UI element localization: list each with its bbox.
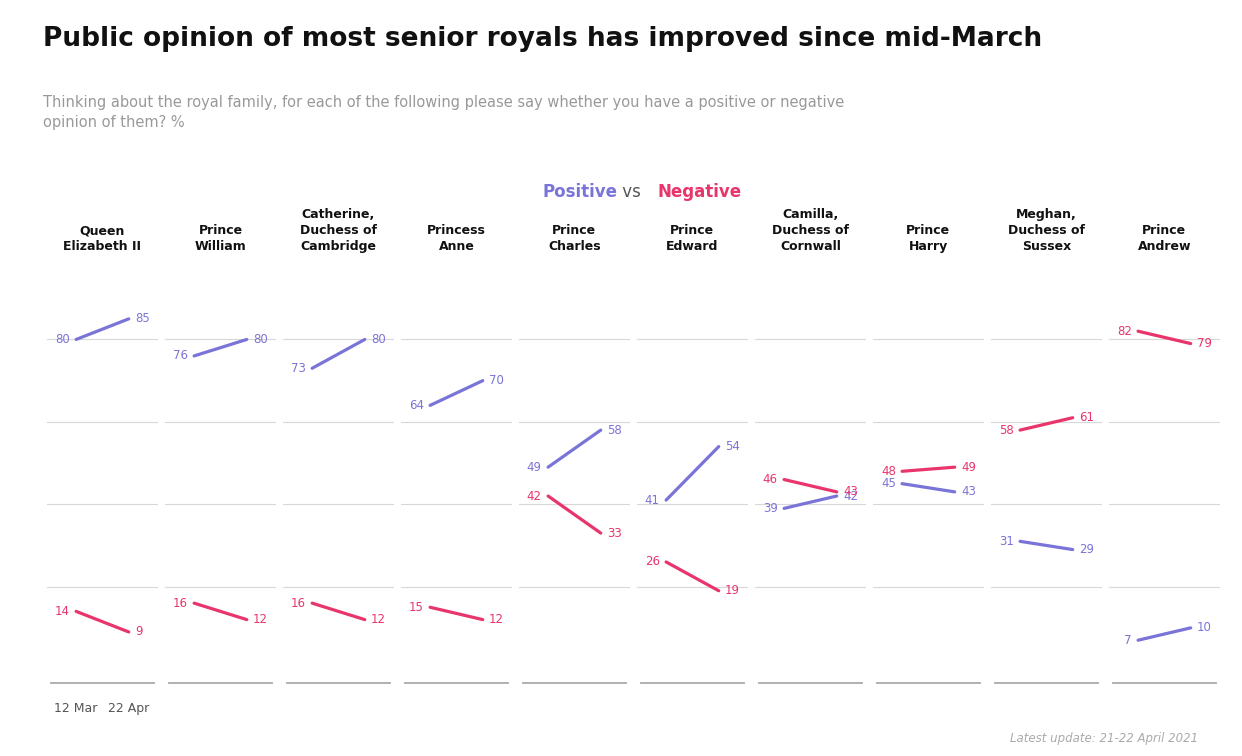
Text: Prince
Andrew: Prince Andrew (1138, 225, 1191, 253)
Text: Prince
William: Prince William (195, 225, 246, 253)
Text: 48: 48 (881, 465, 895, 478)
Text: Latest update: 21-22 April 2021: Latest update: 21-22 April 2021 (1011, 732, 1199, 745)
Text: 43: 43 (843, 485, 858, 498)
Text: 43: 43 (961, 485, 976, 498)
Text: 85: 85 (135, 312, 150, 325)
Text: 29: 29 (1079, 543, 1094, 556)
Text: 12: 12 (253, 613, 268, 626)
Text: 58: 58 (607, 423, 622, 436)
Text: 14: 14 (55, 605, 70, 618)
Text: 26: 26 (645, 556, 660, 569)
Text: Prince
Harry: Prince Harry (907, 225, 950, 253)
Text: 79: 79 (1197, 337, 1212, 350)
Text: 12 Mar: 12 Mar (55, 702, 98, 714)
Text: 9: 9 (135, 625, 143, 639)
Text: Princess
Anne: Princess Anne (427, 225, 486, 253)
Text: Catherine,
Duchess of
Cambridge: Catherine, Duchess of Cambridge (301, 208, 376, 253)
Text: 80: 80 (55, 333, 70, 346)
Text: 12: 12 (371, 613, 386, 626)
Text: Prince
Edward: Prince Edward (666, 225, 719, 253)
Text: 64: 64 (409, 399, 424, 412)
Text: Negative: Negative (657, 183, 741, 201)
Text: 19: 19 (725, 584, 740, 597)
Text: 15: 15 (409, 601, 424, 614)
Text: 41: 41 (645, 494, 660, 507)
Text: 61: 61 (1079, 411, 1094, 424)
Text: 33: 33 (607, 527, 622, 540)
Text: 42: 42 (843, 490, 858, 503)
Text: 7: 7 (1124, 634, 1131, 646)
Text: 80: 80 (371, 333, 386, 346)
Text: 58: 58 (999, 423, 1013, 436)
Text: 70: 70 (489, 374, 504, 387)
Text: 45: 45 (881, 477, 895, 490)
Text: 16: 16 (291, 596, 306, 609)
Text: Positive: Positive (543, 183, 617, 201)
Text: 42: 42 (527, 490, 542, 503)
Text: vs: vs (617, 183, 646, 201)
Text: 22 Apr: 22 Apr (108, 702, 149, 714)
Text: Meghan,
Duchess of
Sussex: Meghan, Duchess of Sussex (1009, 208, 1084, 253)
Text: 73: 73 (291, 362, 306, 375)
Text: 80: 80 (253, 333, 268, 346)
Text: 49: 49 (961, 460, 976, 474)
Text: 12: 12 (489, 613, 504, 626)
Text: 16: 16 (173, 596, 188, 609)
Text: Queen
Elizabeth II: Queen Elizabeth II (63, 225, 142, 253)
Text: Camilla,
Duchess of
Cornwall: Camilla, Duchess of Cornwall (773, 208, 848, 253)
Text: 39: 39 (763, 502, 777, 515)
Text: Prince
Charles: Prince Charles (548, 225, 601, 253)
Text: 54: 54 (725, 440, 740, 453)
Text: 31: 31 (999, 534, 1013, 548)
Text: 10: 10 (1197, 621, 1212, 634)
Text: 82: 82 (1117, 325, 1131, 338)
Text: 49: 49 (527, 460, 542, 474)
Text: Public opinion of most senior royals has improved since mid-March: Public opinion of most senior royals has… (43, 26, 1042, 52)
Text: Thinking about the royal family, for each of the following please say whether yo: Thinking about the royal family, for eac… (43, 94, 845, 131)
Text: 46: 46 (763, 473, 777, 486)
Text: 76: 76 (173, 349, 188, 362)
